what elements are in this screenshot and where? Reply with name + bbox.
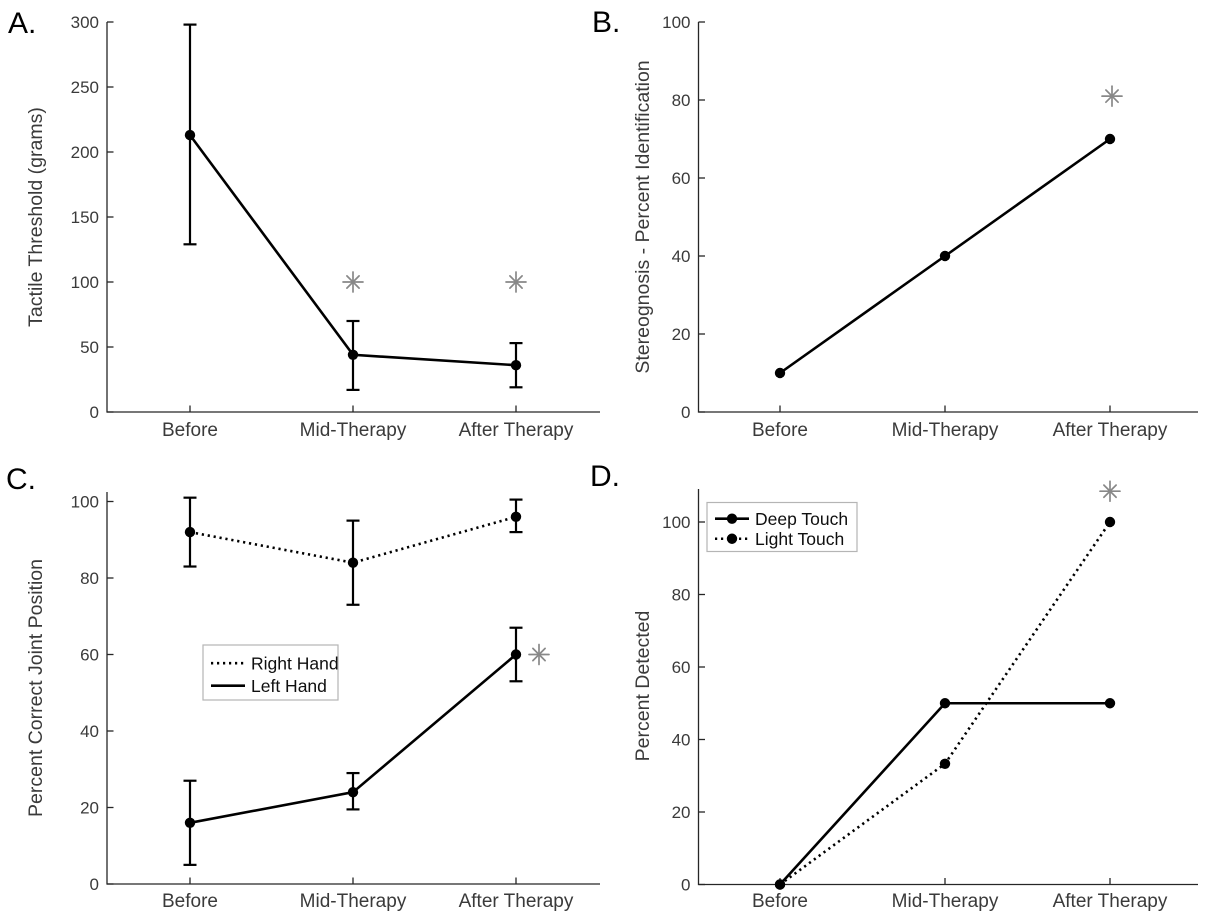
- axis-lines: [697, 22, 1198, 413]
- y-tick-label: 20: [672, 325, 691, 344]
- legend-box: [202, 644, 339, 701]
- y-tick-label: 80: [672, 91, 691, 110]
- x-category-label: Before: [752, 420, 808, 441]
- series-line-0: [774, 133, 1116, 379]
- panel-letter: B.: [592, 6, 620, 39]
- x-category-label: Before: [752, 891, 808, 912]
- x-category-label: Mid-Therapy: [892, 420, 999, 441]
- significance-asterisk-icon: [342, 271, 364, 293]
- panel-b: 0 20 40 60 80 100 Before Mid-Therapy After Thera…: [592, 6, 1198, 441]
- x-category-label: Mid-Therapy: [892, 891, 999, 912]
- y-tick-label: 60: [672, 169, 691, 188]
- y-axis-label: Percent Detected: [632, 611, 654, 762]
- data-point-marker: [939, 250, 951, 262]
- series-right-hand: [183, 496, 523, 606]
- y-tick-label: 0: [90, 875, 99, 894]
- x-category-label: Before: [162, 420, 218, 441]
- x-category-label: Mid-Therapy: [300, 891, 407, 912]
- y-tick-label: 0: [90, 403, 99, 422]
- panel-d: 0 20 40 60 80 100 Before Mid-Therapy After Thera…: [590, 460, 1198, 912]
- x-category-label: After Therapy: [459, 891, 574, 912]
- data-point-marker: [347, 349, 359, 360]
- series-light-touch: [774, 516, 1116, 890]
- x-category-label: Mid-Therapy: [300, 420, 407, 441]
- data-point-marker: [184, 526, 196, 538]
- data-point-marker: [347, 557, 359, 568]
- x-category-label: After Therapy: [459, 420, 574, 441]
- panel-letter: C.: [6, 463, 36, 496]
- legend-entry-label: Deep Touch: [755, 509, 848, 529]
- y-tick-label: 40: [80, 722, 99, 741]
- data-point-marker: [939, 698, 951, 709]
- y-tick-label: 40: [672, 730, 691, 749]
- legend-entry-label: Left Hand: [251, 676, 327, 696]
- y-tick-label: 20: [80, 798, 99, 817]
- y-axis-label: Stereognosis - Percent Identification: [632, 60, 654, 373]
- data-point-marker: [1104, 516, 1116, 528]
- series-deep-touch: [774, 698, 1116, 890]
- legend-entry-label: Right Hand: [251, 653, 339, 673]
- significance-asterisk-icon: [505, 271, 527, 293]
- y-tick-label: 0: [681, 403, 690, 422]
- y-tick-label: 100: [662, 513, 690, 532]
- panel-letter: D.: [590, 460, 620, 493]
- significance-asterisk-icon: [1101, 85, 1123, 107]
- y-tick-label: 80: [672, 585, 691, 604]
- series-left-hand: [183, 626, 523, 866]
- y-tick-label: 100: [71, 492, 99, 511]
- data-point-marker: [774, 367, 786, 379]
- y-axis-label: Percent Correct Joint Position: [25, 559, 47, 817]
- data-point-marker: [1104, 698, 1116, 709]
- panel-c: 0 20 40 60 80 100 Before Mid-Therapy After Thera…: [6, 463, 600, 912]
- x-category-label: Before: [162, 891, 218, 912]
- legend: Right Hand Left Hand: [202, 644, 339, 701]
- data-point-marker: [510, 649, 522, 660]
- legend-entry-label: Light Touch: [755, 529, 844, 549]
- significance-asterisk-icon: [1099, 480, 1121, 503]
- data-point-marker: [510, 511, 522, 522]
- series-line: [189, 515, 517, 565]
- data-point-marker: [939, 758, 951, 769]
- y-tick-label: 20: [672, 803, 691, 822]
- data-point-marker: [184, 817, 196, 828]
- data-point-marker: [1104, 133, 1116, 145]
- y-tick-label: 0: [681, 875, 690, 894]
- data-point-marker: [510, 360, 522, 371]
- panel-a: 0 50 100 150 200 250 300 Before Mid-Therapy After…: [8, 7, 600, 441]
- legend-marker-sample: [726, 513, 738, 524]
- significance-asterisk-icon: [528, 643, 550, 666]
- data-point-marker: [347, 787, 359, 798]
- y-tick-label: 60: [672, 658, 691, 677]
- data-point-marker: [774, 879, 786, 890]
- series-line: [779, 701, 1110, 886]
- y-axis-label: Tactile Threshold (grams): [25, 107, 47, 327]
- panel-letter: A.: [8, 7, 36, 40]
- y-tick-label: 40: [672, 247, 691, 266]
- y-tick-label: 80: [80, 569, 99, 588]
- y-tick-label: 300: [71, 13, 99, 32]
- y-tick-label: 60: [80, 645, 99, 664]
- series-line-0: [183, 23, 523, 391]
- y-tick-label: 250: [71, 78, 99, 97]
- data-point-marker: [184, 129, 196, 141]
- y-tick-label: 50: [80, 338, 99, 357]
- y-tick-label: 200: [71, 143, 99, 162]
- y-tick-label: 100: [71, 273, 99, 292]
- x-category-label: After Therapy: [1053, 891, 1168, 912]
- y-tick-label: 100: [662, 13, 690, 32]
- x-category-label: After Therapy: [1053, 420, 1168, 441]
- legend-marker-sample: [726, 533, 738, 544]
- y-tick-label: 150: [71, 208, 99, 227]
